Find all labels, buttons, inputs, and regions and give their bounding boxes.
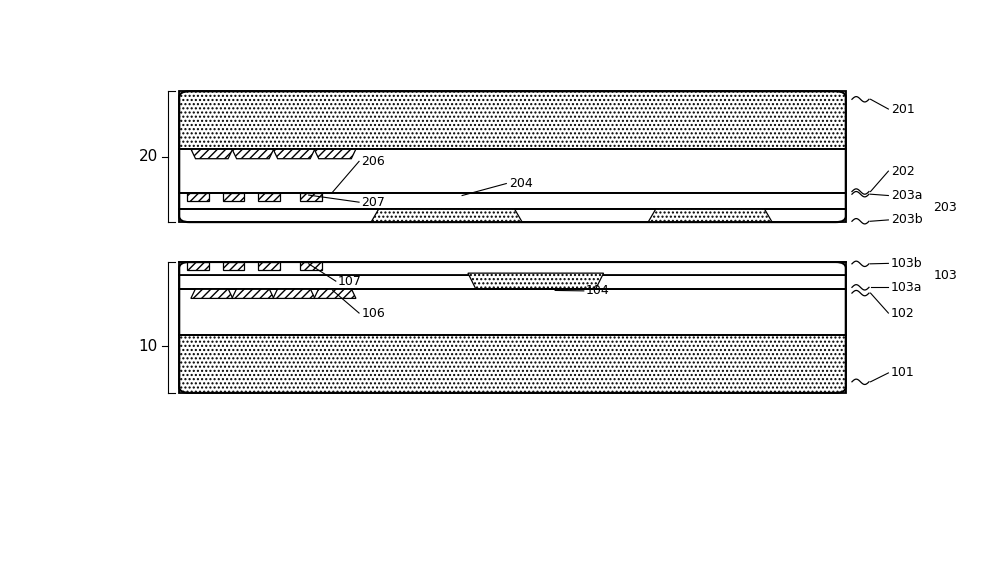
Bar bbox=[179, 262, 846, 275]
Text: 102: 102 bbox=[891, 306, 914, 320]
Bar bbox=[258, 194, 280, 201]
Text: 207: 207 bbox=[361, 196, 385, 209]
Bar bbox=[300, 194, 322, 201]
Text: 203a: 203a bbox=[891, 189, 922, 202]
Polygon shape bbox=[232, 149, 274, 159]
Bar bbox=[179, 275, 846, 289]
Polygon shape bbox=[314, 149, 356, 159]
Polygon shape bbox=[273, 149, 315, 159]
Text: 10: 10 bbox=[139, 339, 158, 354]
Bar bbox=[179, 149, 846, 194]
Text: 206: 206 bbox=[361, 155, 385, 168]
Bar bbox=[179, 194, 846, 209]
Bar bbox=[187, 194, 209, 201]
Polygon shape bbox=[273, 289, 315, 298]
Text: 107: 107 bbox=[338, 275, 362, 287]
Text: 103a: 103a bbox=[891, 281, 922, 294]
Bar bbox=[258, 262, 280, 270]
Text: 203: 203 bbox=[933, 201, 957, 214]
Bar bbox=[223, 194, 244, 201]
Bar bbox=[223, 262, 244, 270]
Text: 103: 103 bbox=[933, 269, 957, 282]
Text: 101: 101 bbox=[891, 366, 914, 380]
Text: 201: 201 bbox=[891, 103, 914, 116]
Text: 203b: 203b bbox=[891, 214, 922, 226]
Text: 20: 20 bbox=[139, 149, 158, 164]
Polygon shape bbox=[371, 209, 522, 222]
Bar bbox=[179, 209, 846, 222]
Bar bbox=[179, 92, 846, 149]
Text: 204: 204 bbox=[509, 177, 532, 190]
Text: 106: 106 bbox=[361, 306, 385, 320]
Bar bbox=[187, 262, 209, 270]
Polygon shape bbox=[232, 289, 274, 298]
Text: 104: 104 bbox=[586, 285, 610, 297]
Bar bbox=[300, 262, 322, 270]
Polygon shape bbox=[468, 273, 604, 289]
Bar bbox=[179, 289, 846, 335]
Text: 202: 202 bbox=[891, 165, 914, 177]
Polygon shape bbox=[648, 209, 772, 222]
Polygon shape bbox=[191, 149, 233, 159]
Text: 103b: 103b bbox=[891, 257, 922, 270]
Bar bbox=[179, 335, 846, 393]
Polygon shape bbox=[314, 289, 356, 298]
Polygon shape bbox=[191, 289, 233, 298]
